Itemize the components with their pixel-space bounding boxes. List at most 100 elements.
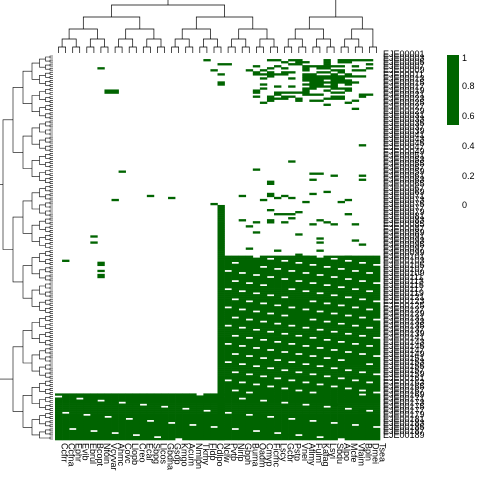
heatmap-cell (323, 348, 331, 352)
heatmap-cell (309, 348, 317, 352)
heatmap-cell (266, 277, 275, 281)
heatmap-cell (351, 399, 360, 402)
heatmap-cell (316, 415, 324, 419)
heatmap-cell (90, 433, 98, 437)
dendrogram-branch (49, 136, 53, 140)
column-label: Sbpg (151, 443, 161, 464)
heatmap-cell (274, 397, 282, 400)
heatmap-cell (281, 358, 289, 362)
heatmap-cell (62, 393, 70, 396)
heatmap-cell (330, 271, 338, 275)
heatmap-cell (266, 391, 275, 394)
heatmap-cell (323, 352, 331, 356)
heatmap-cell (337, 419, 345, 423)
heatmap-cell (252, 91, 261, 94)
row-label: EJE00017 (383, 81, 425, 91)
heatmap-cell (344, 255, 353, 258)
heatmap-cell (337, 354, 345, 358)
heatmap-cell (274, 375, 282, 378)
row-label: EJE00043 (383, 134, 425, 144)
heatmap-cell (217, 211, 225, 214)
heatmap-cell (309, 415, 317, 419)
heatmap-cell (111, 429, 119, 433)
heatmap-cell (365, 415, 374, 419)
heatmap-cell (302, 352, 310, 356)
heatmap-cell (238, 314, 247, 317)
dendrogram-branch (45, 194, 50, 200)
heatmap-cell (351, 356, 360, 360)
heatmap-cell (358, 283, 367, 287)
heatmap-cell (252, 358, 261, 362)
heatmap-cell (210, 429, 218, 433)
dendrogram-branch (39, 350, 46, 360)
heatmap-cell (168, 413, 176, 416)
heatmap-cell (238, 261, 247, 265)
heatmap-cell (83, 421, 91, 425)
heatmap-cell (281, 61, 289, 64)
heatmap-cell (224, 286, 232, 289)
dendrogram-branch (142, 46, 151, 53)
heatmap-cell (182, 431, 190, 435)
heatmap-cell (365, 377, 374, 380)
heatmap-cell (316, 304, 324, 307)
heatmap-cell (139, 399, 148, 402)
heatmap-cell (281, 356, 289, 360)
dendrogram-branch (45, 81, 50, 86)
dendrogram-branch (45, 316, 50, 321)
heatmap-cell (203, 403, 211, 406)
heatmap-cell (196, 433, 204, 437)
heatmap-cell (302, 286, 310, 289)
heatmap-cell (97, 261, 105, 265)
heatmap-cell (160, 425, 169, 429)
dendrogram-branch (256, 46, 264, 53)
heatmap-cell (337, 306, 345, 309)
heatmap-cell (259, 431, 268, 435)
heatmap-cell (259, 379, 268, 382)
dendrogram-branch (49, 209, 53, 213)
heatmap-cell (238, 409, 247, 412)
heatmap-cell (97, 437, 105, 441)
heatmap-cell (217, 431, 225, 435)
heatmap-cell (69, 395, 77, 398)
heatmap-cell (245, 283, 254, 287)
heatmap-cell (97, 263, 105, 267)
heatmap-cell (330, 332, 338, 335)
heatmap-cell (330, 358, 338, 362)
heatmap-cell (281, 316, 289, 319)
heatmap-cell (309, 360, 317, 364)
heatmap-cell (302, 277, 310, 281)
heatmap-cell (295, 308, 303, 311)
dendrogram-branch (49, 88, 53, 91)
heatmap-cell (330, 387, 338, 390)
heatmap-cell (224, 292, 232, 295)
dendrogram-branch (118, 38, 134, 47)
dendrogram-branch (49, 132, 53, 136)
heatmap-cell (358, 354, 367, 358)
heatmap-cell (316, 342, 324, 346)
heatmap-cell (189, 403, 197, 406)
heatmap-cell (365, 306, 374, 309)
heatmap-cell (217, 302, 225, 305)
heatmap-cell (245, 286, 254, 289)
heatmap-cell (266, 403, 275, 406)
dendrogram-branch (49, 416, 53, 419)
heatmap-cell (288, 300, 296, 303)
heatmap-cell (344, 379, 353, 382)
heatmap-cell (309, 265, 317, 269)
heatmap-cell (224, 373, 232, 376)
dendrogram-branch (72, 46, 81, 53)
heatmap-cell (62, 421, 70, 425)
heatmap-cell (372, 360, 381, 364)
heatmap-cell (372, 344, 381, 348)
dendrogram-branch (49, 319, 53, 322)
heatmap-cell (231, 379, 239, 382)
heatmap-cell (238, 342, 247, 346)
heatmap-cell (76, 417, 84, 421)
heatmap-cell (132, 409, 141, 412)
heatmap-cell (55, 435, 63, 439)
heatmap-cell (302, 292, 310, 295)
dendrogram-branch (49, 351, 53, 355)
heatmap-cell (266, 314, 275, 317)
column-label: Aflmy (307, 443, 317, 466)
row-label: EJE00159 (383, 369, 425, 379)
